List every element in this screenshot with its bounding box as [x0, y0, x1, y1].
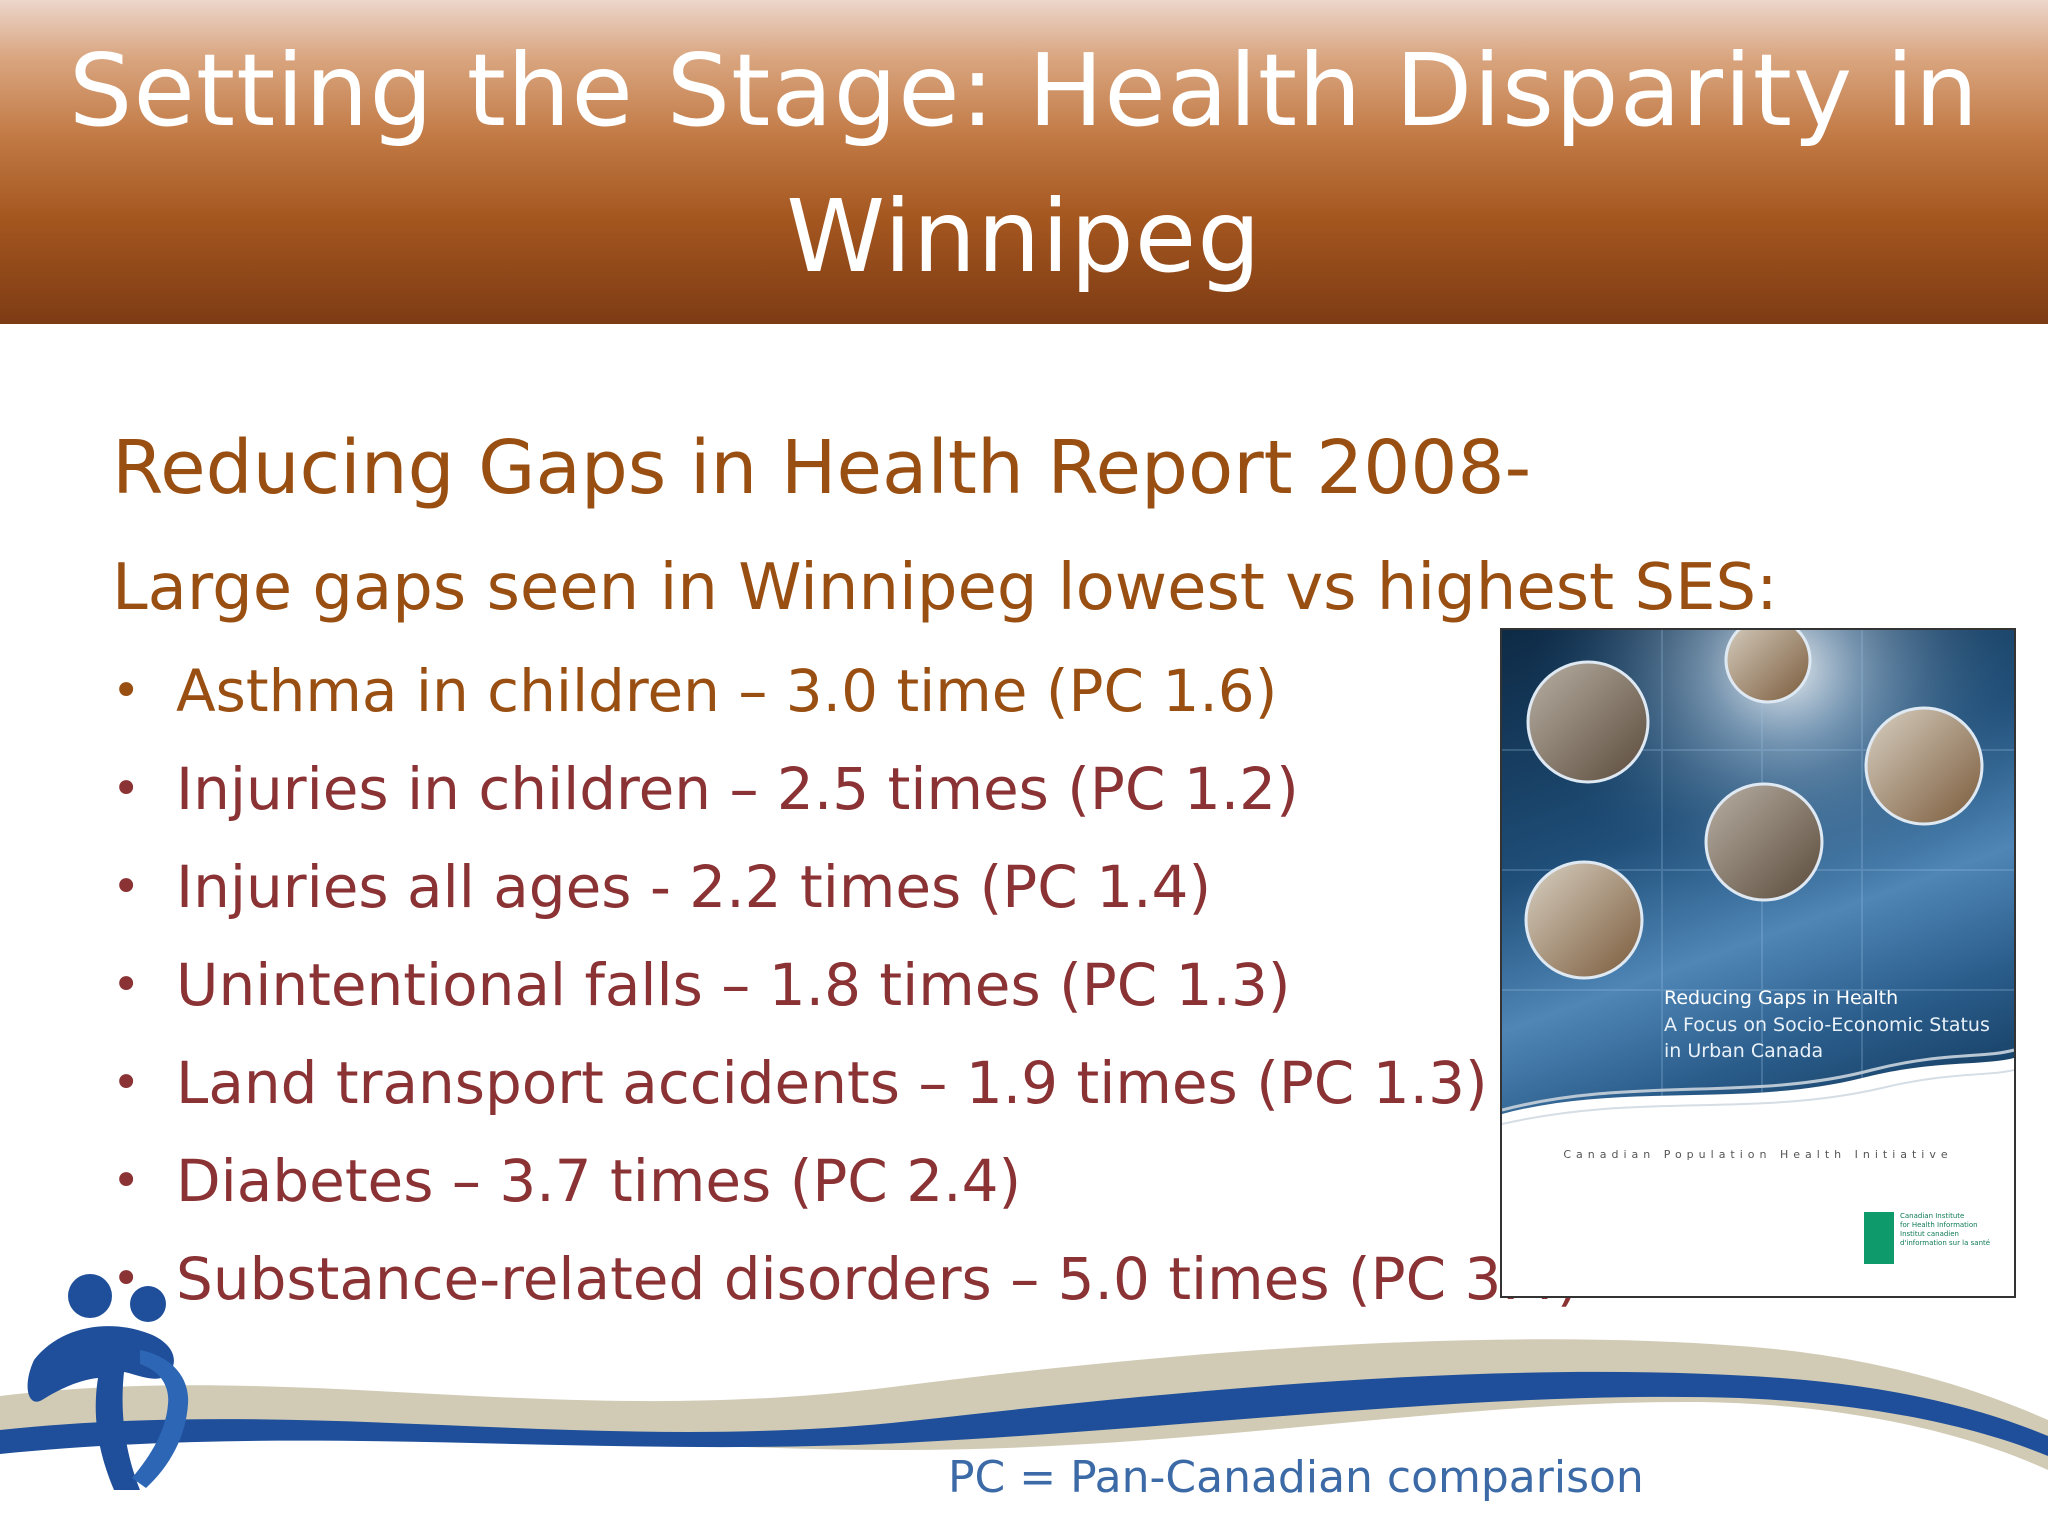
- cover-photo-circle: [1724, 630, 1812, 704]
- cihi-org-fr-1: Institut canadien: [1900, 1230, 1959, 1238]
- cihi-logo-icon: [1864, 1212, 1894, 1264]
- bullet-text: Injuries in children – 2.5 times (PC 1.2…: [176, 755, 1299, 823]
- cover-swoosh-line: [1502, 1069, 2014, 1125]
- footer-wave-blue: [0, 1371, 2048, 1456]
- cover-photo-circle: [1704, 782, 1824, 902]
- bullet-text: Substance-related disorders – 5.0 times …: [176, 1245, 1580, 1313]
- bullet-icon: •: [112, 1153, 141, 1209]
- logo-head-right: [130, 1286, 166, 1322]
- bullet-text: Asthma in children – 3.0 time (PC 1.6): [176, 657, 1278, 725]
- pc-footnote: PC = Pan-Canadian comparison: [948, 1452, 1644, 1503]
- cover-title: Reducing Gaps in Health: [1664, 987, 1899, 1009]
- bullet-text: Land transport accidents – 1.9 times (PC…: [176, 1049, 1488, 1117]
- organization-logo-icon: [27, 1274, 189, 1490]
- cover-photo-circle: [1524, 860, 1644, 980]
- gaps-subheading: Large gaps seen in Winnipeg lowest vs hi…: [112, 551, 1778, 625]
- bullet-text: Unintentional falls – 1.8 times (PC 1.3): [176, 951, 1291, 1019]
- cover-photo-circle: [1526, 660, 1650, 784]
- cover-swoosh-line: [1502, 1048, 2014, 1112]
- cihi-org-en-2: for Health Information: [1900, 1221, 1978, 1229]
- bullet-icon: •: [112, 663, 141, 719]
- slide-title: Setting the Stage: Health Disparity in W…: [68, 32, 1980, 295]
- bullet-text: Diabetes – 3.7 times (PC 2.4): [176, 1147, 1022, 1215]
- cihi-org-en-1: Canadian Institute: [1900, 1212, 1965, 1220]
- bullet-icon: •: [112, 1055, 141, 1111]
- bullet-text: Injuries all ages - 2.2 times (PC 1.4): [176, 853, 1212, 921]
- report-heading: Reducing Gaps in Health Report 2008-: [112, 425, 1532, 511]
- logo-head-left: [68, 1274, 112, 1318]
- logo-figure: [27, 1326, 174, 1490]
- cover-initiative: Canadian Population Health Initiative: [1563, 1148, 1953, 1161]
- bullet-icon: •: [112, 761, 141, 817]
- bullet-icon: •: [112, 957, 141, 1013]
- cihi-org-text: Canadian Institute for Health Informatio…: [1900, 1212, 2010, 1248]
- footer-wave-tan: [0, 1339, 2048, 1470]
- footer-wave-decoration: [0, 1339, 2048, 1470]
- logo-figure-arc: [132, 1350, 189, 1488]
- report-cover-artwork: [1502, 630, 2014, 1296]
- cover-subtitle: A Focus on Socio-Economic Status in Urba…: [1664, 1014, 1990, 1062]
- title-banner: [0, 0, 2048, 324]
- cihi-org-fr-2: d'information sur la santé: [1900, 1239, 1991, 1247]
- report-cover-image: Reducing Gaps in Health A Focus on Socio…: [1500, 628, 2016, 1298]
- bullet-icon: •: [112, 859, 141, 915]
- cover-photo-circle: [1864, 706, 1984, 826]
